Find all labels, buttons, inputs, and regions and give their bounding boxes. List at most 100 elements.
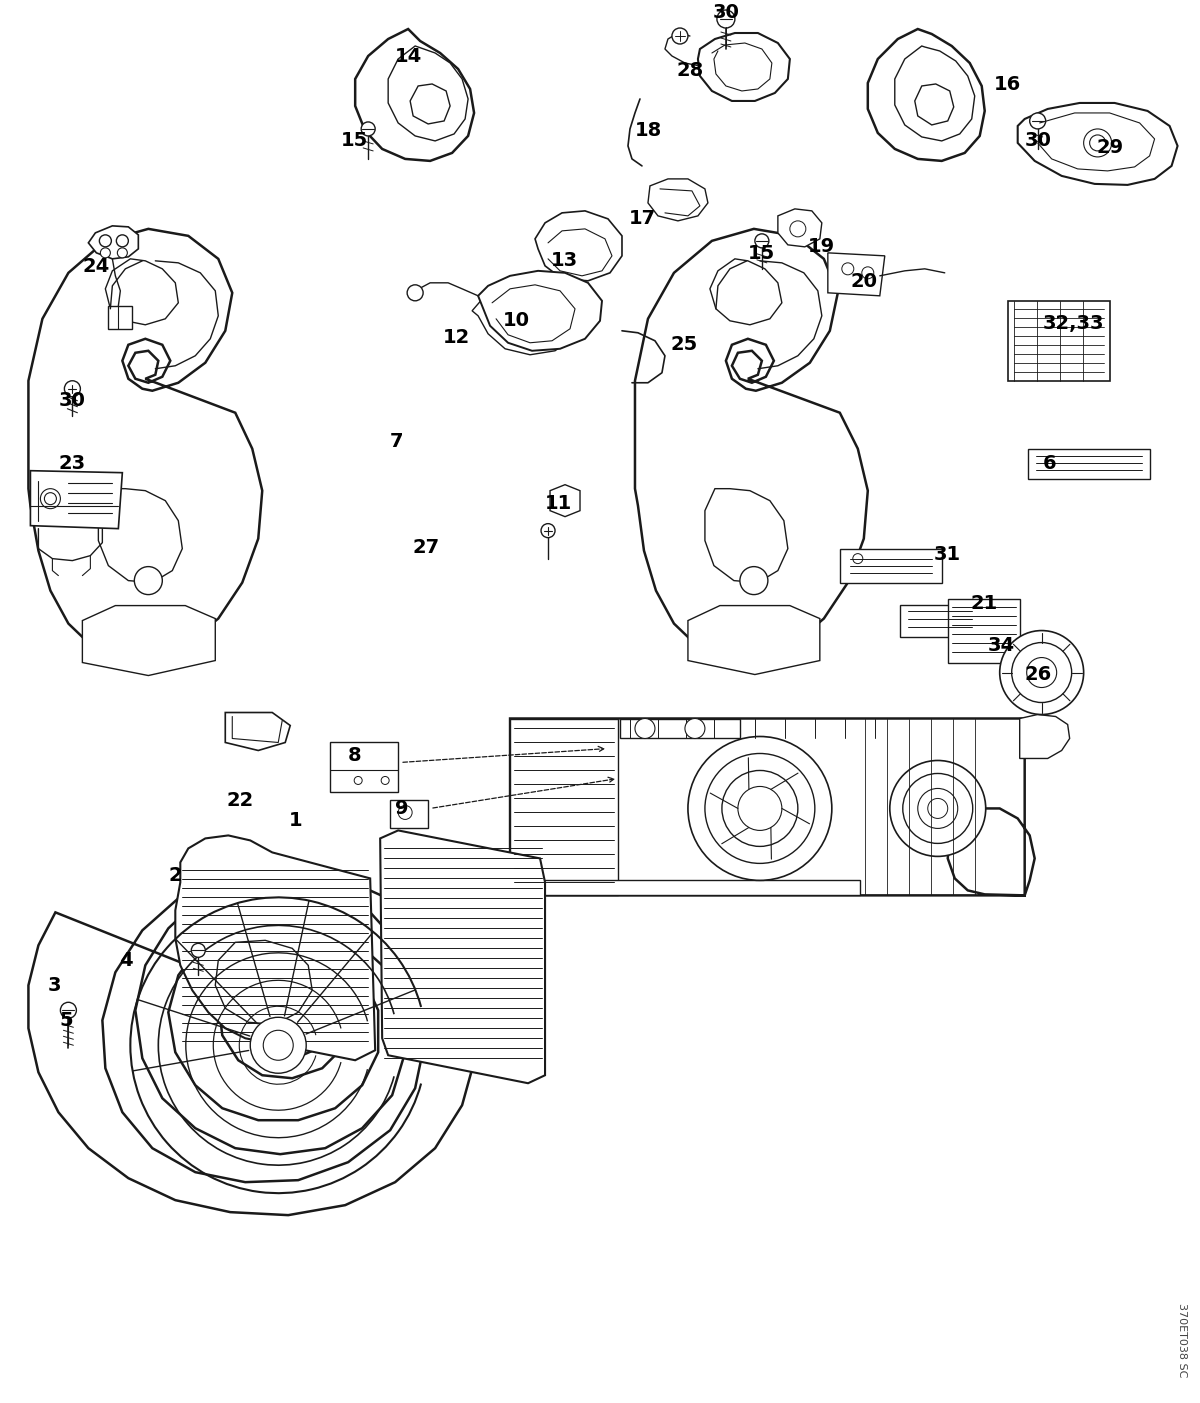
Circle shape [1084, 129, 1111, 157]
Circle shape [755, 234, 769, 248]
Polygon shape [704, 488, 788, 582]
Polygon shape [828, 253, 884, 296]
Polygon shape [30, 470, 122, 529]
Polygon shape [698, 34, 790, 101]
Polygon shape [478, 271, 602, 351]
Text: 4: 4 [120, 951, 133, 969]
Text: 23: 23 [59, 455, 86, 473]
Polygon shape [330, 742, 398, 793]
Circle shape [685, 718, 704, 738]
Text: 34: 34 [988, 636, 1015, 655]
Text: 18: 18 [635, 122, 661, 140]
Text: 14: 14 [395, 48, 421, 66]
Text: 32,33: 32,33 [1043, 314, 1104, 334]
Text: 29: 29 [1096, 139, 1123, 157]
Circle shape [1030, 114, 1045, 129]
Text: 26: 26 [1024, 665, 1051, 685]
Circle shape [407, 285, 424, 300]
Circle shape [918, 788, 958, 828]
Circle shape [361, 122, 376, 136]
Text: 5: 5 [60, 1010, 73, 1030]
Circle shape [740, 567, 768, 595]
Text: 16: 16 [994, 76, 1021, 94]
Circle shape [688, 737, 832, 881]
Circle shape [191, 943, 205, 957]
Circle shape [704, 753, 815, 863]
Polygon shape [948, 599, 1020, 662]
Circle shape [928, 798, 948, 818]
Circle shape [263, 1030, 293, 1061]
Text: 13: 13 [551, 251, 577, 271]
Text: 2: 2 [168, 866, 182, 885]
Circle shape [541, 523, 556, 537]
Text: 30: 30 [1025, 132, 1051, 150]
Circle shape [902, 773, 973, 843]
Circle shape [100, 234, 112, 247]
Text: 15: 15 [749, 244, 775, 264]
Text: 3: 3 [48, 976, 61, 995]
Polygon shape [175, 835, 376, 1061]
Polygon shape [410, 84, 450, 123]
Polygon shape [535, 210, 622, 281]
Circle shape [134, 567, 162, 595]
Polygon shape [688, 606, 820, 675]
Polygon shape [108, 306, 132, 328]
Polygon shape [868, 29, 985, 161]
Polygon shape [914, 84, 954, 125]
Polygon shape [215, 940, 312, 1024]
Text: 24: 24 [83, 257, 110, 276]
Text: 8: 8 [347, 746, 361, 765]
Text: 6: 6 [1043, 455, 1056, 473]
Circle shape [44, 492, 56, 505]
Text: 1: 1 [288, 811, 302, 831]
Polygon shape [83, 606, 215, 675]
Circle shape [1012, 643, 1072, 703]
Text: 19: 19 [809, 237, 835, 257]
Polygon shape [29, 229, 263, 658]
Text: 25: 25 [671, 335, 697, 355]
Circle shape [716, 10, 734, 28]
Polygon shape [1027, 449, 1150, 478]
Text: 11: 11 [545, 494, 571, 513]
Polygon shape [510, 718, 1034, 895]
Text: 20: 20 [851, 272, 877, 292]
Text: 22: 22 [227, 791, 254, 810]
Text: 370ET038 SC: 370ET038 SC [1176, 1303, 1187, 1378]
Polygon shape [388, 46, 468, 140]
Polygon shape [778, 209, 822, 247]
Polygon shape [510, 718, 618, 895]
Circle shape [1000, 630, 1084, 714]
Circle shape [738, 787, 782, 831]
Polygon shape [1020, 714, 1069, 759]
Polygon shape [29, 870, 475, 1215]
Polygon shape [648, 180, 708, 220]
Polygon shape [226, 713, 290, 751]
Text: 30: 30 [59, 391, 86, 410]
Polygon shape [106, 258, 179, 324]
Text: 27: 27 [413, 539, 439, 557]
Circle shape [889, 760, 985, 856]
Polygon shape [840, 549, 942, 582]
Polygon shape [472, 283, 578, 355]
Text: 21: 21 [970, 593, 997, 613]
Circle shape [60, 1002, 77, 1019]
Polygon shape [1008, 300, 1110, 380]
Circle shape [116, 234, 128, 247]
Text: 9: 9 [395, 798, 409, 818]
Circle shape [635, 718, 655, 738]
Circle shape [672, 28, 688, 43]
Text: 28: 28 [677, 62, 703, 80]
Polygon shape [635, 229, 868, 658]
Polygon shape [390, 801, 428, 828]
Text: 12: 12 [443, 328, 469, 348]
Circle shape [1027, 658, 1057, 687]
Polygon shape [380, 831, 545, 1083]
Polygon shape [900, 605, 979, 637]
Polygon shape [895, 46, 974, 140]
Circle shape [118, 248, 127, 258]
Text: 17: 17 [629, 209, 655, 229]
Circle shape [41, 488, 60, 509]
Text: 30: 30 [713, 3, 739, 21]
Text: 10: 10 [503, 311, 529, 330]
Polygon shape [510, 881, 860, 895]
